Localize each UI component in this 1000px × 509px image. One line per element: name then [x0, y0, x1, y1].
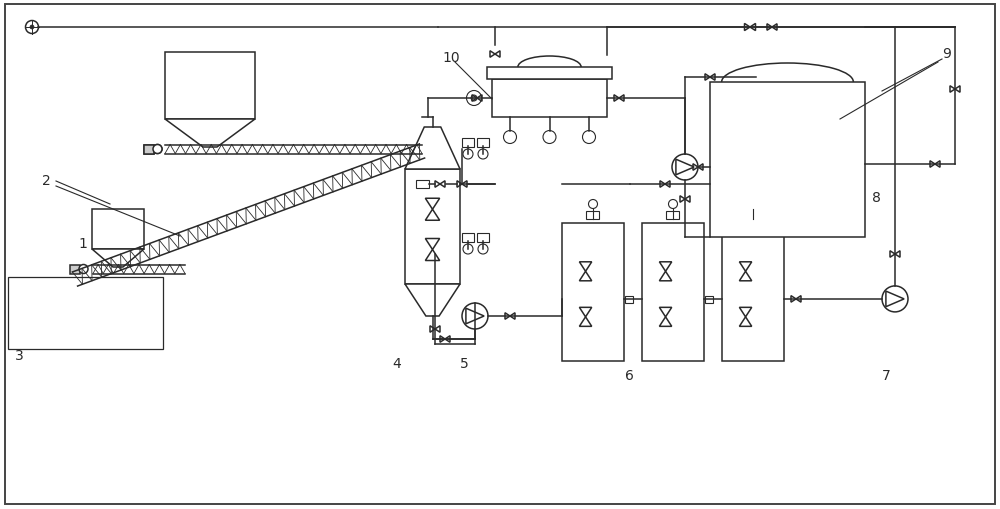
Bar: [144, 146, 154, 155]
Circle shape: [504, 131, 516, 144]
Bar: [710, 83, 865, 238]
Circle shape: [30, 26, 34, 30]
Bar: [405, 169, 460, 285]
Circle shape: [588, 200, 598, 209]
Bar: [92, 210, 144, 249]
Bar: [477, 233, 489, 242]
Circle shape: [153, 145, 162, 154]
Bar: [492, 80, 607, 118]
Bar: [462, 138, 474, 147]
Text: 3: 3: [15, 348, 24, 362]
Bar: [666, 212, 679, 219]
Circle shape: [668, 200, 677, 209]
Bar: [477, 138, 489, 147]
Circle shape: [478, 150, 488, 160]
Text: 8: 8: [872, 191, 881, 205]
Polygon shape: [405, 285, 460, 317]
Bar: [165, 53, 255, 120]
Bar: [642, 223, 704, 361]
Bar: [70, 266, 80, 274]
Bar: [416, 181, 428, 189]
Circle shape: [463, 244, 473, 254]
Bar: [722, 223, 784, 361]
Circle shape: [79, 265, 88, 274]
Bar: [144, 146, 154, 155]
Polygon shape: [92, 249, 144, 267]
Circle shape: [467, 91, 482, 106]
Circle shape: [478, 244, 488, 254]
Text: 9: 9: [942, 47, 951, 61]
Text: 7: 7: [882, 369, 891, 382]
Bar: [462, 233, 474, 242]
Bar: [562, 223, 624, 361]
Bar: [487, 68, 612, 80]
Text: 2: 2: [42, 174, 51, 188]
Polygon shape: [165, 120, 255, 148]
Circle shape: [153, 145, 162, 154]
Bar: [705, 296, 713, 303]
Circle shape: [26, 21, 39, 35]
Text: 6: 6: [625, 369, 634, 382]
Circle shape: [471, 96, 477, 102]
Circle shape: [748, 200, 758, 209]
Circle shape: [463, 150, 473, 160]
Text: 1: 1: [78, 237, 87, 250]
Text: 10: 10: [442, 51, 460, 65]
Text: 5: 5: [460, 356, 469, 370]
Bar: [586, 212, 599, 219]
Bar: [746, 212, 760, 219]
Bar: [8, 277, 163, 349]
Polygon shape: [405, 128, 460, 169]
Text: 4: 4: [392, 356, 401, 370]
Circle shape: [672, 155, 698, 181]
Circle shape: [543, 131, 556, 144]
Circle shape: [882, 287, 908, 313]
Circle shape: [582, 131, 596, 144]
Circle shape: [462, 303, 488, 329]
Bar: [625, 296, 633, 303]
